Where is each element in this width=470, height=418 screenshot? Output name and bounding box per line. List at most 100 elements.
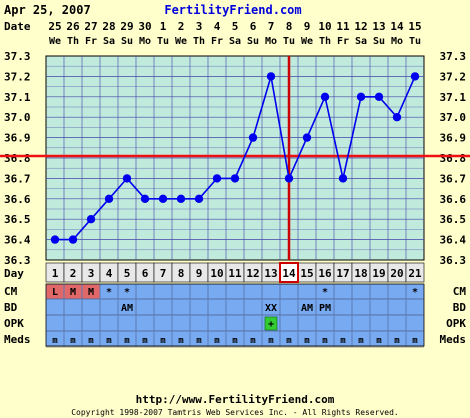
- temperature-point: [122, 174, 132, 183]
- cm-value: L: [52, 287, 58, 298]
- bd-row-label: BD: [4, 301, 18, 314]
- temperature-point: [140, 194, 150, 203]
- temperature-point: [158, 194, 168, 203]
- weekday-label: We: [175, 36, 187, 47]
- day-number: 3: [88, 267, 95, 280]
- date-label: 5: [232, 20, 239, 33]
- cm-highlight-cell: [46, 284, 64, 299]
- cm-value: *: [322, 287, 328, 298]
- meds-value: m: [196, 336, 202, 346]
- day-number: 17: [336, 267, 349, 280]
- date-label: 7: [268, 20, 275, 33]
- y-tick-label-left: 36.8: [4, 152, 31, 165]
- weekday-label: Mo: [391, 36, 403, 47]
- weekday-label: Sa: [229, 36, 241, 47]
- cm-row-label-right: CM: [453, 285, 467, 298]
- temperature-point: [248, 133, 258, 142]
- y-tick-label-right: 36.5: [440, 213, 467, 226]
- meds-value: m: [178, 336, 184, 346]
- cm-value: M: [70, 287, 76, 298]
- date-label: 27: [84, 20, 97, 33]
- date-label: 2: [178, 20, 185, 33]
- y-tick-label-left: 37.0: [4, 111, 31, 124]
- weekday-label: Su: [247, 36, 259, 47]
- y-tick-label-left: 36.4: [4, 234, 31, 247]
- temperature-point: [266, 72, 276, 81]
- day-number: 21: [408, 267, 422, 280]
- meds-value: m: [286, 336, 292, 346]
- date-label: 29: [120, 20, 133, 33]
- day-number: 19: [372, 267, 385, 280]
- weekday-label: Su: [373, 36, 385, 47]
- day-number: 6: [142, 267, 149, 280]
- footer-copyright: Copyright 1998-2007 Tamtris Web Services…: [71, 408, 399, 417]
- day-number: 9: [196, 267, 203, 280]
- chart-date: Apr 25, 2007: [4, 3, 91, 17]
- bd-value: AM: [121, 303, 133, 314]
- date-label: 26: [66, 20, 80, 33]
- y-tick-label-left: 37.2: [4, 70, 31, 83]
- weekday-label: We: [301, 36, 313, 47]
- y-tick-label-right: 36.4: [440, 234, 467, 247]
- meds-value: m: [304, 336, 310, 346]
- meds-value: m: [376, 336, 382, 346]
- temperature-point: [50, 235, 60, 244]
- date-label: 3: [196, 20, 203, 33]
- weekday-label: Fr: [211, 36, 223, 47]
- day-number: 1: [52, 267, 59, 280]
- temperature-point: [410, 72, 420, 81]
- meds-value: m: [394, 336, 400, 346]
- day-number: 15: [300, 267, 313, 280]
- weekday-label: Fr: [337, 36, 349, 47]
- meds-value: m: [340, 336, 346, 346]
- weekday-label: Th: [193, 36, 205, 47]
- day-number: 16: [318, 267, 332, 280]
- cm-row-label: CM: [4, 285, 18, 298]
- day-number: 10: [210, 267, 223, 280]
- date-label: 30: [138, 20, 151, 33]
- meds-value: m: [250, 336, 256, 346]
- day-number: 2: [70, 267, 77, 280]
- meds-value: m: [232, 336, 238, 346]
- day-number: 20: [390, 267, 403, 280]
- meds-row-label: Meds: [4, 333, 31, 346]
- date-row-label: Date: [4, 20, 31, 33]
- date-label: 6: [250, 20, 257, 33]
- date-label: 11: [336, 20, 350, 33]
- cm-highlight-cell: [82, 284, 100, 299]
- temperature-point: [356, 92, 366, 102]
- meds-value: m: [106, 336, 112, 346]
- opk-row-label: OPK: [4, 317, 24, 330]
- day-number: 14: [282, 267, 296, 280]
- weekday-label: Th: [319, 36, 331, 47]
- meds-value: m: [124, 336, 130, 346]
- temperature-point: [284, 174, 294, 183]
- day-number: 11: [228, 267, 242, 280]
- temperature-point: [104, 194, 114, 203]
- y-tick-label-right: 36.8: [440, 152, 467, 165]
- cm-value: M: [88, 287, 94, 298]
- meds-value: m: [214, 336, 220, 346]
- weekday-label: Tu: [157, 36, 169, 47]
- meds-value: m: [160, 336, 166, 346]
- temperature-point: [176, 194, 186, 203]
- temperature-point: [86, 215, 96, 224]
- day-number: 12: [246, 267, 259, 280]
- date-label: 4: [214, 20, 221, 33]
- meds-value: m: [268, 336, 274, 346]
- weekday-label: Th: [67, 36, 79, 47]
- meds-value: m: [322, 336, 328, 346]
- site-name[interactable]: FertilityFriend.com: [164, 3, 301, 17]
- meds-value: m: [358, 336, 364, 346]
- date-label: 25: [48, 20, 61, 33]
- date-label: 9: [304, 20, 311, 33]
- temperature-point: [338, 174, 348, 183]
- cm-highlight-cell: [64, 284, 82, 299]
- temperature-point: [194, 194, 204, 203]
- weekday-label: Mo: [139, 36, 151, 47]
- footer-url[interactable]: http://www.FertilityFriend.com: [136, 393, 335, 406]
- opk-row-label-right: OPK: [446, 317, 466, 330]
- meds-value: m: [142, 336, 148, 346]
